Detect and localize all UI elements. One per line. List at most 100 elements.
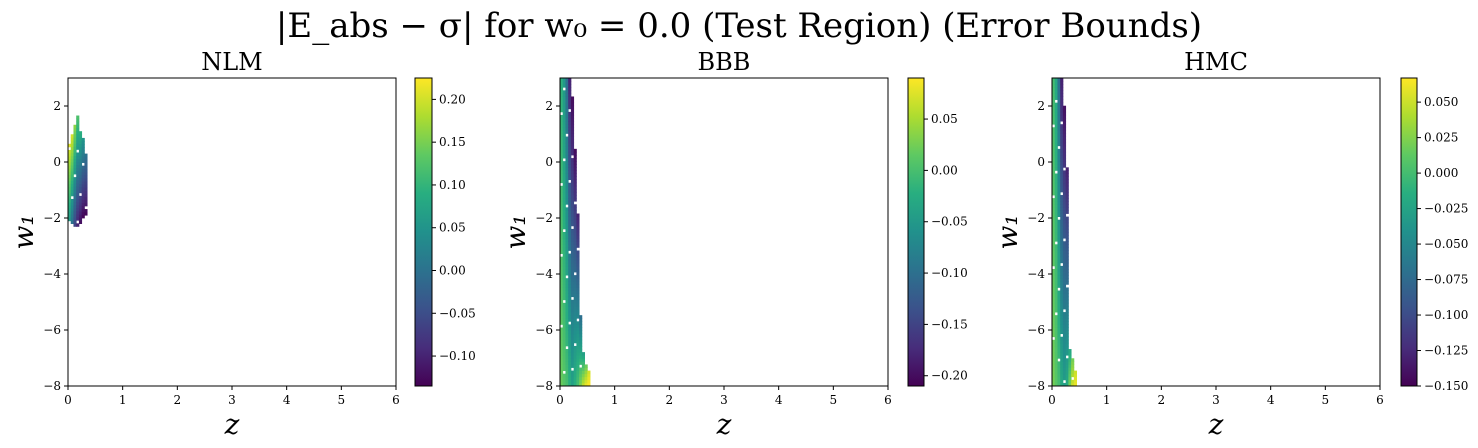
heatmap-cell <box>568 333 572 338</box>
heatmap-cell <box>81 177 85 182</box>
heatmap-cell <box>76 204 80 209</box>
heatmap-cell <box>73 192 77 196</box>
heatmap-cell <box>560 96 564 100</box>
heatmap-cell <box>1060 232 1064 236</box>
heatmap-cell <box>568 272 572 276</box>
heatmap-cell <box>81 208 85 213</box>
heatmap-cell <box>562 130 566 134</box>
heatmap-cell <box>1054 108 1058 113</box>
heatmap-cell <box>76 121 80 126</box>
heatmap-cell <box>1065 336 1069 341</box>
heatmap-cell <box>78 171 83 175</box>
heatmap-cell <box>568 139 572 144</box>
heatmap-cell <box>560 290 564 294</box>
y-tick-label: 0 <box>53 155 61 169</box>
heatmap-cell <box>573 167 577 171</box>
heatmap-cell <box>565 293 569 298</box>
heatmap-cell <box>568 204 572 208</box>
heatmap-cell <box>1060 164 1064 168</box>
heatmap-cell <box>562 173 566 177</box>
heatmap-cell <box>1052 315 1056 319</box>
heatmap-cell <box>1065 195 1069 199</box>
heatmap-cell <box>1057 290 1061 294</box>
heatmap-cell <box>565 121 569 125</box>
heatmap-cell <box>1052 201 1056 205</box>
heatmap-cell <box>68 153 72 157</box>
heatmap-cell <box>562 167 566 171</box>
heatmap-cell <box>565 216 569 221</box>
heatmap-cell <box>1060 78 1064 82</box>
heatmap-cell <box>73 214 77 218</box>
heatmap-cell <box>1065 238 1069 242</box>
heatmap-cell <box>1054 287 1058 291</box>
heatmap-cell <box>1060 241 1064 245</box>
heatmap-cell <box>576 284 580 288</box>
heatmap-cell <box>1057 108 1061 113</box>
heatmap-cell <box>570 151 575 156</box>
heatmap-cell <box>73 170 77 175</box>
heatmap-cell <box>573 382 577 387</box>
heatmap-cell <box>1057 219 1061 224</box>
heatmap-cell <box>576 244 580 248</box>
heatmap-cell <box>1062 293 1067 298</box>
heatmap-cell <box>1060 161 1064 165</box>
heatmap-cell <box>568 305 572 310</box>
heatmap-cell <box>560 321 564 325</box>
heatmap-cell <box>562 315 566 319</box>
heatmap-cell <box>568 210 572 214</box>
heatmap-cell <box>565 364 569 368</box>
heatmap-cell <box>1060 339 1064 344</box>
heatmap-cell <box>562 373 566 378</box>
heatmap-cell <box>570 222 575 227</box>
heatmap-cell <box>570 204 575 208</box>
heatmap-cell <box>570 148 575 153</box>
heatmap-cell <box>576 342 580 347</box>
heatmap-cell <box>1054 151 1058 156</box>
heatmap-cell <box>1065 382 1069 387</box>
heatmap-cell <box>1052 148 1056 153</box>
heatmap-cell <box>562 364 566 368</box>
heatmap-cell <box>570 339 575 344</box>
heatmap-cell <box>570 111 575 116</box>
heatmap-cell <box>562 336 566 341</box>
heatmap-cell <box>1052 318 1056 322</box>
heatmap-cell <box>1057 296 1061 301</box>
heatmap-cell <box>568 290 572 294</box>
heatmap-cell <box>1060 235 1064 239</box>
heatmap-cell <box>562 155 566 159</box>
heatmap-cell <box>570 250 575 254</box>
heatmap-cell <box>73 124 77 129</box>
heatmap-cell <box>1062 145 1067 150</box>
heatmap-cell <box>1052 305 1056 310</box>
heatmap-cell <box>1052 309 1056 313</box>
heatmap-cell <box>579 333 583 338</box>
heatmap-cell <box>1057 275 1061 279</box>
heatmap-cell <box>1060 225 1064 230</box>
heatmap-cell <box>560 336 564 341</box>
heatmap-cell <box>1054 324 1058 328</box>
colorbar-tick-label: −0.05 <box>439 306 476 320</box>
heatmap-cell <box>579 376 583 381</box>
heatmap-cell <box>1060 111 1064 116</box>
heatmap-cell <box>560 284 564 288</box>
heatmap-cell <box>1052 256 1056 261</box>
heatmap-cell <box>584 367 588 371</box>
heatmap-cell <box>562 210 566 214</box>
y-axis-label: w₁ <box>7 214 40 249</box>
colorbar <box>908 78 924 386</box>
heatmap-cell <box>1052 228 1056 233</box>
heatmap-cell <box>560 195 564 199</box>
heatmap-cell <box>73 149 77 153</box>
heatmap-cell <box>1054 370 1058 375</box>
heatmap-cell <box>560 142 564 147</box>
heatmap-cell <box>1054 130 1058 134</box>
y-tick-label: 2 <box>53 99 61 113</box>
heatmap-cell <box>562 309 566 313</box>
heatmap-cell <box>573 315 577 319</box>
heatmap-cell <box>576 336 580 341</box>
heatmap-cell <box>1060 296 1064 301</box>
heatmap-cell <box>1054 114 1058 119</box>
heatmap-cell <box>1057 342 1061 347</box>
heatmap-cell <box>1062 324 1067 328</box>
heatmap-cell <box>560 293 564 298</box>
